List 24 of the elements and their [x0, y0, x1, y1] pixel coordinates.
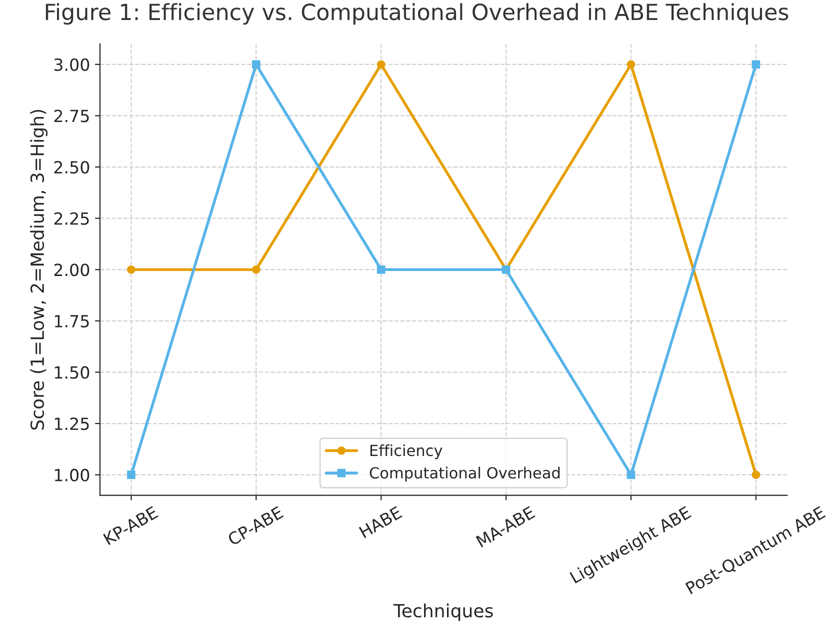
y-tick-label: 3.00 — [54, 58, 90, 71]
point — [752, 60, 760, 69]
y-tick-label: 2.50 — [54, 160, 90, 174]
point — [127, 470, 136, 479]
legend-label: Efficiency — [370, 444, 442, 460]
point — [252, 60, 260, 69]
point — [626, 470, 636, 479]
x-axis-title: Techniques — [393, 604, 493, 622]
y-tick-label: 1.75 — [54, 315, 89, 328]
y-tick-label: 2.25 — [54, 212, 89, 225]
legend-label: Computational Overhead — [370, 466, 560, 482]
chart-title: Figure 1: Efficiency vs. Computational Overhead in ABE Techniques — [46, 3, 788, 25]
point — [376, 60, 386, 69]
y-tick-label: 1.25 — [54, 417, 89, 430]
point — [376, 265, 386, 274]
point — [127, 265, 136, 274]
point — [252, 265, 260, 274]
y-tick-label: 2.75 — [54, 110, 89, 122]
y-tick-label: 2.00 — [54, 264, 90, 276]
y-tick-label: 1.00 — [54, 468, 90, 482]
y-axis-title: Score (1=Low, 2=Medium, 3=High) — [30, 110, 48, 430]
point — [752, 470, 760, 479]
y-tick-label: 1.50 — [54, 366, 90, 379]
point — [626, 60, 636, 69]
